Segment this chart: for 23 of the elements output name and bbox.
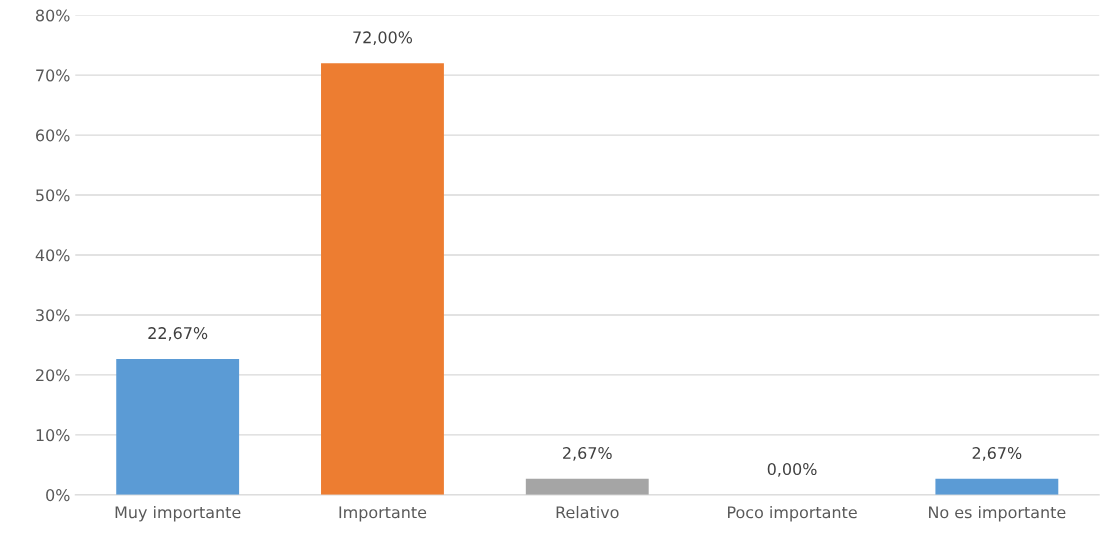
x-tick-label: Importante (339, 506, 427, 522)
bar (935, 478, 1059, 495)
data-label: 2,67% (563, 446, 612, 461)
data-label: 0,00% (767, 463, 817, 477)
data-label: 22,67% (148, 327, 208, 341)
bar (116, 358, 240, 495)
x-tick-label: Poco importante (728, 505, 857, 522)
y-tick-label: 50% (36, 189, 70, 202)
bar (525, 478, 649, 495)
bar (321, 63, 444, 495)
y-tick-label: 60% (36, 129, 70, 142)
y-tick-label: 80% (36, 9, 70, 22)
data-label: 2,67% (972, 446, 1022, 461)
x-tick-label: Relativo (556, 505, 619, 519)
y-tick-label: 10% (36, 429, 70, 442)
y-tick-label: 20% (36, 369, 70, 382)
y-tick-label: 0% (46, 489, 70, 502)
x-tick-label: Muy importante (115, 505, 241, 522)
data-label: 72,00% (353, 31, 413, 46)
y-tick-label: 70% (36, 69, 70, 82)
x-tick-label: No es importante (929, 505, 1066, 522)
y-tick-label: 40% (35, 249, 70, 262)
y-tick-label: 30% (36, 309, 70, 322)
